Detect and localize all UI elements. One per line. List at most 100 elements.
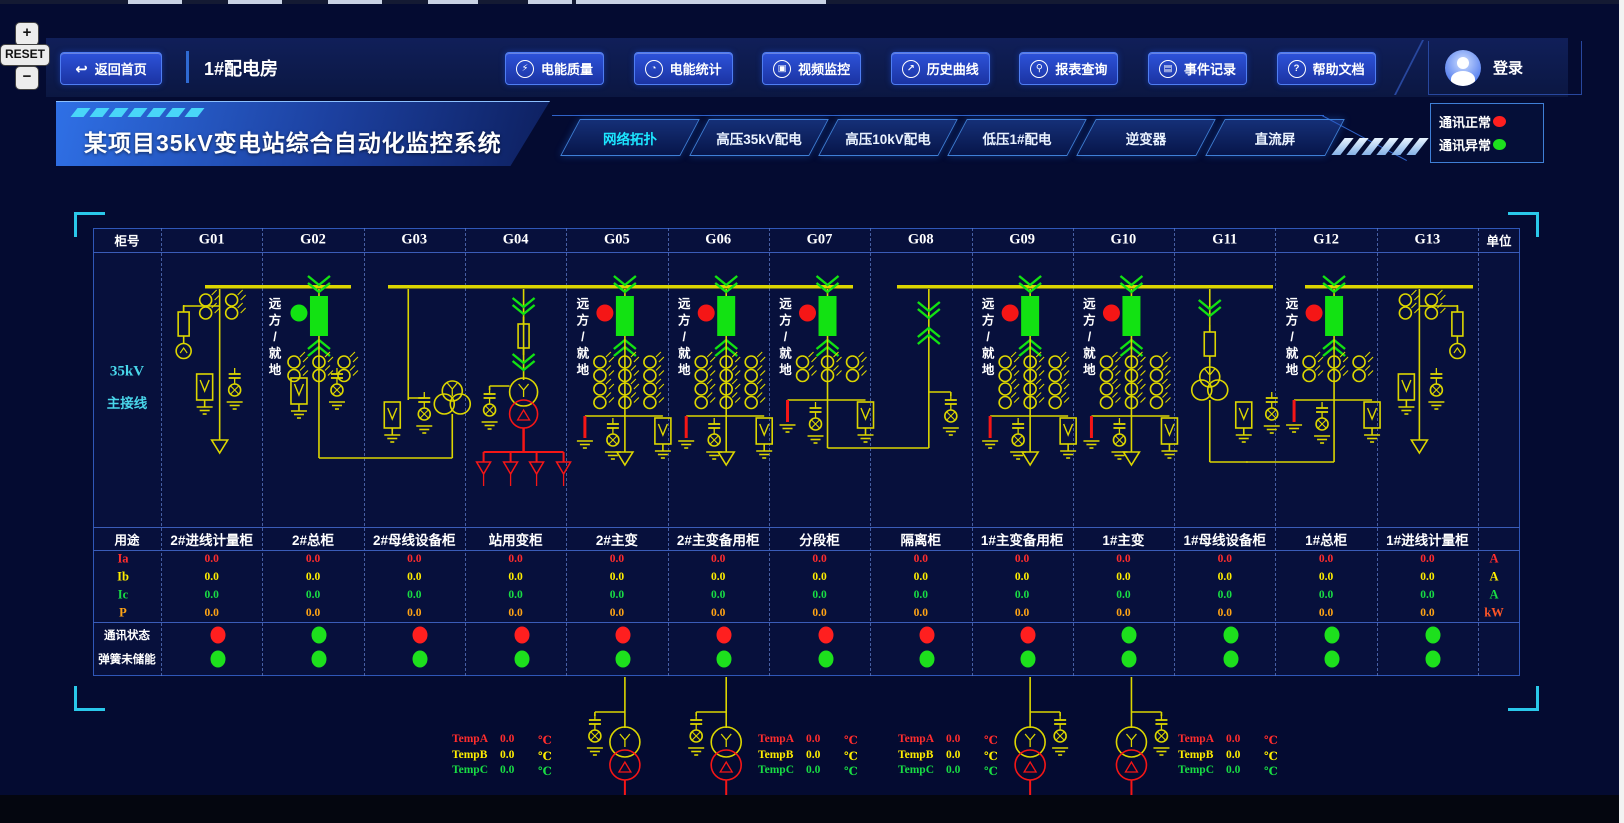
value-cell-Ic: 0.0 [609, 589, 625, 601]
zoom-reset-button[interactable]: RESET [0, 44, 50, 66]
value-cell-Ic: 0.0 [1116, 589, 1131, 601]
measure-row-label: Ia [117, 551, 129, 566]
usage-cell: 隔离柜 [900, 533, 942, 548]
comm-status-dot [919, 626, 935, 644]
nav-icon-3: ↗ [901, 59, 920, 78]
usage-cell: 分段柜 [799, 533, 840, 548]
temp-row: TempB 0.0 ℃ [452, 749, 568, 763]
nav-button-4[interactable]: ⚲ 报表查询 [1019, 52, 1119, 85]
room-title: 1#配电房 [204, 59, 279, 79]
temp-unit: ℃ [538, 735, 552, 747]
zoom-out-button[interactable]: − [15, 66, 39, 90]
temp-row: TempC 0.0 ℃ [758, 764, 874, 778]
value-cell-Ia: 0.0 [1116, 553, 1131, 565]
system-title-plate: 某项目35kV变电站综合自动化监控系统 [56, 101, 550, 166]
temp-row: TempB 0.0 ℃ [758, 749, 874, 763]
measure-unit: A [1489, 587, 1499, 602]
value-cell-Ib: 0.0 [204, 571, 219, 583]
right-edge [1619, 0, 1624, 823]
login-button[interactable]: 登录 [1428, 41, 1582, 95]
nav-button-5[interactable]: ▤ 事件记录 [1148, 52, 1247, 85]
usage-cell: 2#进线计量柜 [170, 533, 253, 548]
corner-bracket-tl [74, 212, 105, 237]
nav-icon-4: ⚲ [1030, 59, 1049, 78]
value-cell-Ia: 0.0 [812, 553, 827, 565]
measure-unit: A [1489, 569, 1499, 584]
legend-label: 通讯正常 [1439, 115, 1492, 130]
temp-label: TempB [758, 748, 794, 761]
corner-bracket-tr [1508, 212, 1539, 237]
nav-icon-0: ⚡ [515, 59, 534, 78]
temp-unit: ℃ [1264, 750, 1278, 763]
nav-button-1[interactable]: ◔ 电能统计 [633, 52, 733, 85]
back-home-button[interactable]: ↩ 返回首页 [60, 52, 162, 85]
nav-icon-6: ? [1287, 59, 1306, 78]
system-title: 某项目35kV变电站综合自动化监控系统 [84, 130, 502, 156]
cabinet-row-label: 柜号 [114, 234, 140, 249]
nav-button-2[interactable]: ▣ 视频监控 [762, 52, 862, 85]
comm-status-dot [1425, 626, 1441, 644]
nav-icon-5: ▤ [1158, 59, 1177, 78]
temp-value: 0.0 [500, 748, 515, 761]
nav-icon-2: ▣ [773, 59, 792, 78]
spring-status-dot [210, 650, 226, 668]
value-cell-Ic: 0.0 [711, 589, 726, 601]
nav-button-6[interactable]: ? 帮助文档 [1276, 52, 1376, 85]
comm-status-dot [311, 626, 327, 644]
legend-dot [1493, 139, 1507, 150]
comm-status-dot [1121, 626, 1137, 644]
nav-button-0[interactable]: ⚡ 电能质量 [505, 52, 604, 85]
value-cell-Ib: 0.0 [812, 571, 827, 583]
column-header: G09 [1009, 231, 1035, 248]
nav-label: 事件记录 [1183, 62, 1236, 77]
temp-value: 0.0 [1226, 764, 1241, 776]
usage-cell: 1#总柜 [1305, 533, 1348, 548]
nav-label: 帮助文档 [1312, 62, 1365, 77]
temp-value: 0.0 [1226, 733, 1241, 745]
value-cell-Ib: 0.0 [1420, 571, 1435, 583]
temp-label: TempA [452, 733, 488, 745]
value-cell-Ib: 0.0 [1116, 571, 1131, 583]
nav-label: 视频监控 [798, 62, 851, 77]
nav-button-3[interactable]: ↗ 历史曲线 [890, 52, 990, 85]
value-cell-P: 0.0 [204, 607, 219, 619]
temp-unit: ℃ [984, 750, 998, 763]
value-cell-P: 0.0 [1318, 607, 1334, 619]
temp-row: TempC 0.0 ℃ [898, 764, 1014, 778]
value-cell-Ib: 0.0 [1217, 571, 1232, 583]
value-cell-Ia: 0.0 [508, 553, 523, 565]
measure-row-label: Ib [117, 569, 129, 584]
comm-status-dot [1020, 626, 1036, 644]
nav-label: 报表查询 [1055, 62, 1108, 77]
bus-voltage-label: 35kV [109, 363, 145, 380]
zoom-in-button[interactable]: + [15, 22, 39, 46]
browser-strip [0, 0, 1624, 4]
temp-value: 0.0 [806, 764, 821, 776]
nav-label: 电能统计 [669, 62, 722, 77]
column-header: G07 [806, 231, 833, 248]
column-header: G11 [1212, 231, 1238, 248]
temp-unit: ℃ [844, 766, 858, 778]
column-header: G02 [300, 231, 326, 248]
temp-value: 0.0 [806, 733, 821, 745]
value-cell-P: 0.0 [407, 607, 422, 619]
column-header: G12 [1313, 231, 1339, 248]
value-cell-P: 0.0 [508, 607, 523, 619]
comm-status-dot [412, 626, 428, 644]
temp-value: 0.0 [806, 748, 821, 761]
value-cell-Ib: 0.0 [711, 571, 726, 583]
usage-cell: 2#主变备用柜 [676, 533, 760, 548]
usage-cell: 2#主变 [595, 533, 638, 548]
value-cell-Ib: 0.0 [913, 571, 928, 583]
back-home-label: 返回首页 [94, 62, 147, 77]
value-cell-Ia: 0.0 [407, 553, 422, 565]
value-cell-Ia: 0.0 [204, 553, 219, 565]
column-header: G04 [502, 231, 529, 248]
temp-label: TempA [898, 733, 934, 745]
comm-status-dot [615, 626, 631, 644]
value-cell-Ib: 0.0 [407, 571, 422, 583]
temp-unit: ℃ [984, 735, 998, 747]
value-cell-Ib: 0.0 [1014, 571, 1030, 583]
value-cell-P: 0.0 [913, 607, 928, 619]
